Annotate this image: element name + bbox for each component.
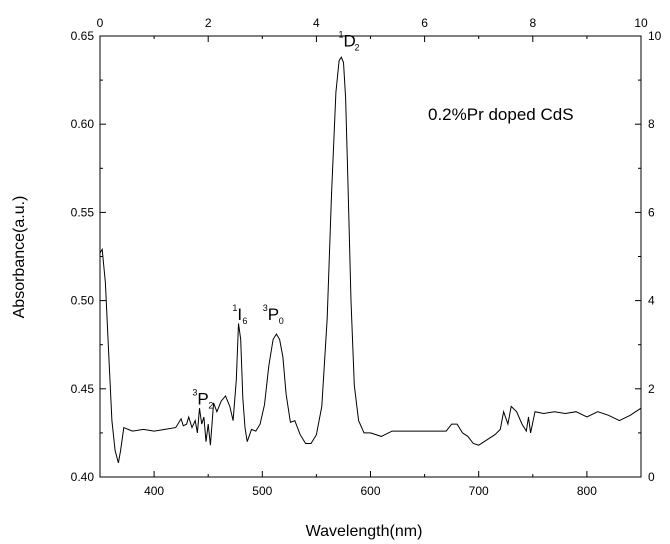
top-tick-label: 6 [421, 16, 428, 30]
plot-frame [99, 35, 642, 478]
peak-label-subscript: 0 [279, 316, 284, 326]
peak-label-subscript: 6 [242, 316, 247, 326]
right-tick-label: 10 [648, 29, 662, 43]
peak-label-superscript: 3 [192, 388, 197, 398]
top-tick-label: 2 [205, 16, 212, 30]
y-axis-title: Absorbance(a.u.) [11, 196, 28, 319]
peak-label-term: I [237, 305, 242, 324]
peak-label: 1 D2 [338, 30, 359, 53]
peak-label-term: P [268, 305, 279, 324]
y-tick-label: 0.60 [71, 117, 95, 131]
x-tick-label: 600 [360, 484, 380, 498]
x-axis: 400 500 600 700 800 [99, 471, 642, 498]
x-axis-title: Wavelength(nm) [306, 523, 423, 540]
x-tick-label: 800 [577, 484, 597, 498]
x-tick-label: 400 [144, 484, 164, 498]
y-tick-label: 0.50 [71, 294, 95, 308]
peak-label-term: D [343, 32, 355, 51]
y-tick-label: 0.65 [71, 29, 95, 43]
y-tick-label: 0.40 [71, 470, 95, 484]
peak-label-superscript: 3 [263, 303, 268, 313]
peak-label-superscript: 1 [338, 30, 343, 40]
peak-label-subscript: 2 [208, 401, 213, 411]
x-tick-label: 700 [469, 484, 489, 498]
y-axis: 0.40 0.45 0.50 0.55 0.60 0.65 [71, 29, 106, 484]
legend-text: 0.2%Pr doped CdS [428, 105, 574, 124]
right-tick-label: 0 [648, 470, 655, 484]
peak-label-subscript: 2 [354, 43, 359, 53]
peak-label-superscript: 1 [232, 303, 237, 313]
peak-labels: 3 P 21 I 63 P 01 D2 [192, 30, 359, 411]
top-tick-label: 8 [529, 16, 536, 30]
right-tick-label: 4 [648, 294, 655, 308]
right-tick-label: 6 [648, 205, 655, 219]
right-tick-label: 2 [648, 382, 655, 396]
y-tick-label: 0.45 [71, 382, 95, 396]
top-tick-label: 4 [313, 16, 320, 30]
top-axis: 0 2 4 6 8 10 [97, 16, 648, 42]
right-tick-label: 8 [648, 117, 655, 131]
x-tick-label: 500 [252, 484, 272, 498]
top-tick-label: 0 [97, 16, 104, 30]
y-tick-label: 0.55 [71, 205, 95, 219]
peak-label-term: P [197, 390, 208, 409]
absorbance-series-line [99, 56, 642, 464]
top-tick-label: 10 [634, 16, 648, 30]
plot-border [99, 35, 642, 478]
right-axis: 0 2 4 6 8 10 [635, 29, 662, 484]
